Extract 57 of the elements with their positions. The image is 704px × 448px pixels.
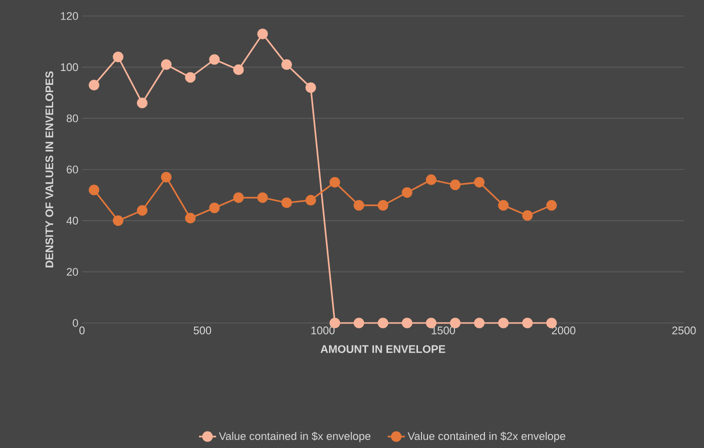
point: [426, 318, 436, 328]
point: [136, 98, 148, 108]
y-tick-label: 100: [60, 63, 78, 72]
x-axis-title: AMOUNT IN ENVELOPE: [320, 345, 446, 353]
x-tick-label: 500: [194, 326, 212, 334]
point: [305, 82, 316, 93]
point: [450, 318, 461, 328]
y-tick-label: 80: [66, 114, 78, 122]
y-axis-title: DENSITY OF VALUES IN ENVELOPES: [45, 71, 54, 268]
y-tick-label: 20: [66, 268, 78, 276]
x-tick-label: 1000: [311, 326, 335, 334]
point: [233, 192, 244, 203]
point: [112, 215, 124, 226]
point: [209, 54, 220, 65]
point: [185, 212, 196, 224]
point: [209, 202, 220, 214]
point: [474, 318, 485, 328]
point: [160, 172, 172, 182]
point: [305, 194, 316, 206]
y-tick-label: 40: [66, 216, 78, 225]
point: [88, 184, 100, 196]
point: [546, 318, 557, 328]
point: [426, 174, 436, 186]
point: [330, 176, 340, 188]
point: [474, 176, 485, 188]
point: [257, 192, 268, 203]
legend-label: Value contained in $2x envelope: [408, 432, 566, 442]
x-tick-label: 0: [79, 326, 85, 334]
point: [354, 318, 364, 328]
point: [88, 80, 100, 90]
point: [522, 210, 533, 221]
point: [136, 205, 148, 216]
point: [160, 59, 172, 70]
point: [281, 59, 292, 70]
x-tick-label: 2000: [552, 326, 576, 334]
x-tick-label: 1500: [432, 326, 455, 334]
point: [498, 318, 509, 328]
x-tick-label: 2500: [672, 326, 696, 334]
point: [450, 180, 461, 190]
legend-label: Value contained in $x envelope: [218, 432, 370, 442]
y-tick-label: 60: [66, 166, 78, 174]
point: [281, 197, 292, 208]
point: [498, 200, 509, 211]
point: [354, 200, 364, 211]
point: [522, 318, 533, 328]
point: [257, 28, 268, 40]
point: [402, 318, 412, 328]
point: [402, 187, 412, 198]
point: [546, 200, 557, 211]
y-tick-label: 0: [72, 319, 78, 327]
point: [330, 318, 340, 328]
point: [185, 72, 196, 83]
point: [378, 200, 388, 211]
point: [233, 64, 244, 76]
point: [378, 318, 388, 328]
y-tick-label: 120: [60, 12, 78, 20]
point: [112, 52, 124, 62]
